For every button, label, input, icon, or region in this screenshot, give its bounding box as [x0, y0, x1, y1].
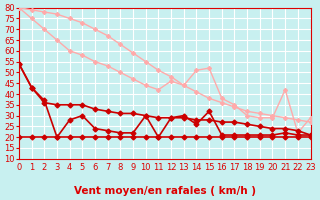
X-axis label: Vent moyen/en rafales ( km/h ): Vent moyen/en rafales ( km/h ): [74, 186, 256, 196]
